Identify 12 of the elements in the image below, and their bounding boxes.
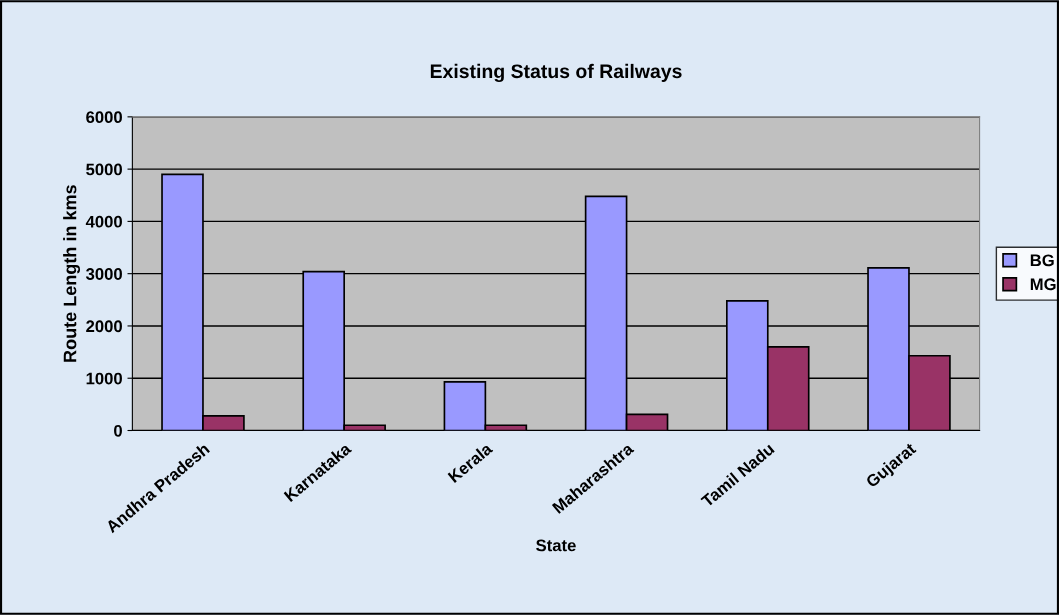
y-tick-label: 4000 (85, 215, 122, 228)
legend-label: BG (1030, 254, 1054, 267)
legend-label: MG (1030, 278, 1056, 291)
y-tick-label: 0 (114, 424, 122, 437)
y-tick-label: 5000 (86, 163, 122, 176)
y-tick-label: 2000 (86, 320, 122, 333)
x-axis-title: State (536, 539, 576, 552)
y-axis-title: Route Length in kms (63, 185, 81, 362)
y-tick-label: 1000 (86, 372, 122, 385)
y-tick-label: 6000 (86, 111, 122, 124)
y-tick-label: 3000 (85, 268, 122, 280)
chart-title: Existing Status of Railways (430, 63, 682, 83)
